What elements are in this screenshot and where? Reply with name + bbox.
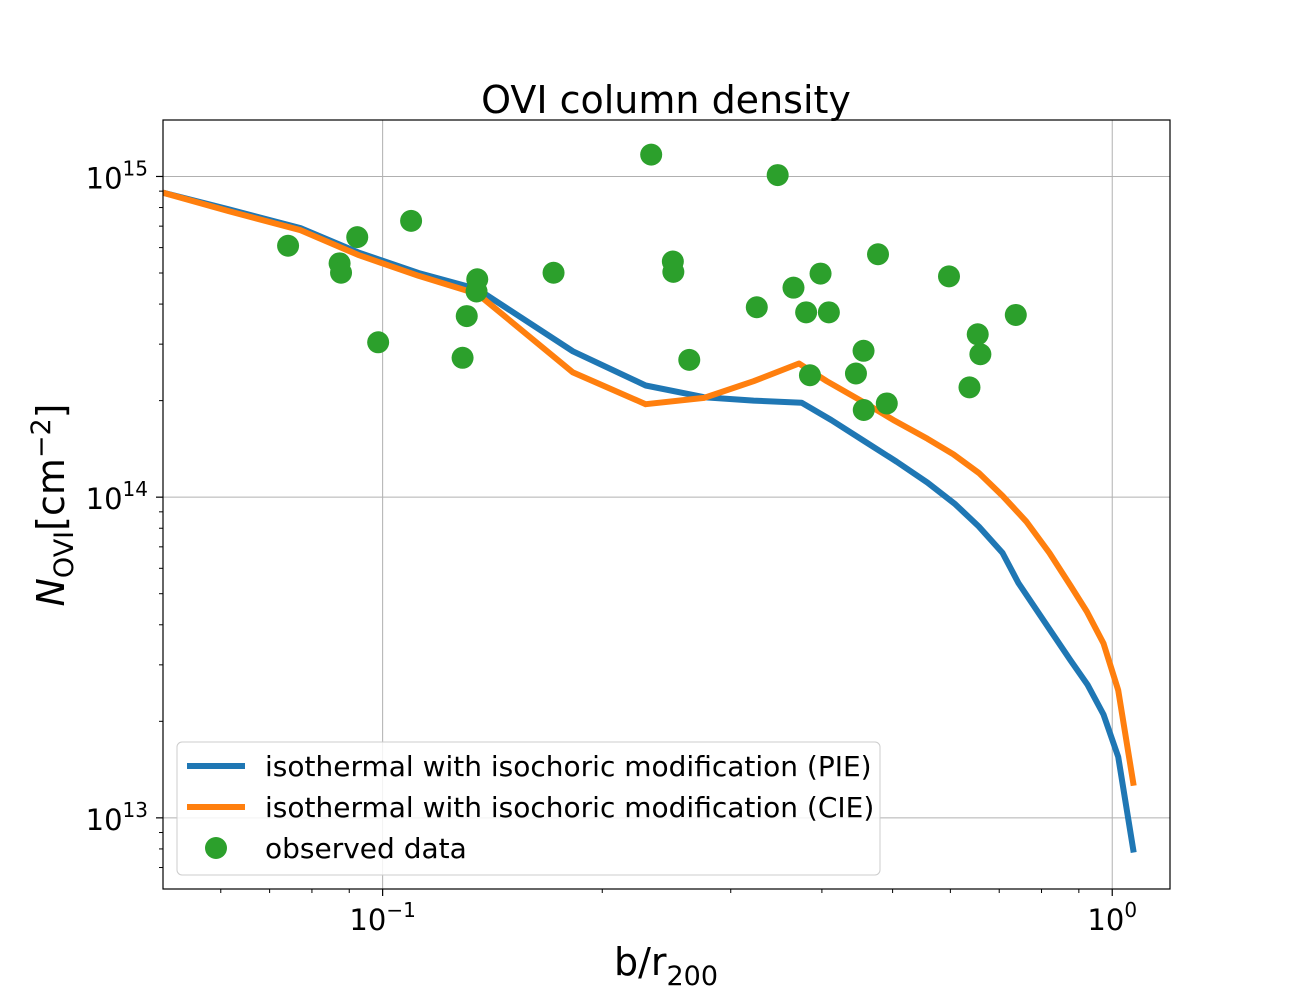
data-point (678, 348, 701, 371)
data-point (852, 398, 875, 421)
x-tick-label: 100 (1087, 898, 1137, 937)
data-point (451, 346, 474, 369)
axis-labels: b/r200 NOVI[cm−2] (26, 403, 718, 992)
x-axis-label-main: b/r (614, 940, 667, 984)
y-axis-label: NOVI[cm−2] (26, 403, 80, 606)
y-tick-exponent: 15 (123, 156, 148, 180)
y-tick-base: 10 (86, 161, 123, 195)
data-point (969, 343, 992, 366)
data-point (817, 301, 840, 324)
data-point (745, 296, 768, 319)
series-layer (163, 143, 1137, 853)
y-axis-label-close: ] (29, 403, 73, 418)
y-axis-label-unit: [cm (29, 458, 73, 531)
axes (156, 119, 1171, 896)
y-axis-label-subscript: OVI (49, 531, 80, 578)
x-tick-base: 10 (1087, 903, 1124, 937)
y-tick-exponent: 13 (123, 798, 148, 822)
data-point (277, 234, 300, 257)
legend-box (176, 741, 881, 876)
data-point (367, 331, 390, 354)
data-point (766, 164, 789, 187)
data-point (662, 260, 685, 283)
plot-frame (162, 119, 1171, 890)
legend: isothermal with isochoric modification (… (176, 741, 881, 876)
x-tick-exponent: 0 (1124, 898, 1137, 922)
data-point (542, 261, 565, 284)
x-axis-label: b/r200 (614, 940, 718, 992)
x-tick-base: 10 (349, 903, 386, 937)
data-point (466, 268, 489, 291)
data-point (852, 339, 875, 362)
data-point (330, 261, 353, 284)
y-tick-label: 1013 (86, 798, 148, 837)
x-tick-label: 10−1 (349, 898, 415, 937)
data-point (798, 364, 821, 387)
y-tick-label: 1015 (86, 156, 148, 195)
data-point (795, 301, 818, 324)
data-point (867, 243, 890, 266)
y-axis-label-symbol: N (29, 578, 73, 606)
data-point (809, 262, 832, 285)
legend-label: isothermal with isochoric modification (… (265, 750, 872, 783)
data-point (875, 392, 898, 415)
y-tick-base: 10 (86, 482, 123, 516)
legend-marker-swatch (205, 837, 227, 859)
x-tick-exponent: −1 (386, 898, 415, 922)
legend-label: isothermal with isochoric modification (… (265, 791, 874, 824)
y-tick-label: 1014 (86, 477, 148, 516)
x-axis-label-subscript: 200 (667, 961, 719, 992)
data-point (844, 362, 867, 385)
chart-title: OVI column density (481, 78, 851, 122)
data-point (640, 143, 663, 166)
y-tick-exponent: 14 (123, 477, 148, 501)
data-point (782, 276, 805, 299)
data-point (455, 305, 478, 328)
legend-label: observed data (265, 832, 467, 865)
y-axis-label-exponent: −2 (26, 418, 57, 458)
y-tick-base: 10 (86, 803, 123, 837)
data-point (400, 209, 423, 232)
data-point (1004, 303, 1027, 326)
data-point (958, 376, 981, 399)
data-point (937, 265, 960, 288)
data-point (966, 323, 989, 346)
data-point (346, 226, 369, 249)
